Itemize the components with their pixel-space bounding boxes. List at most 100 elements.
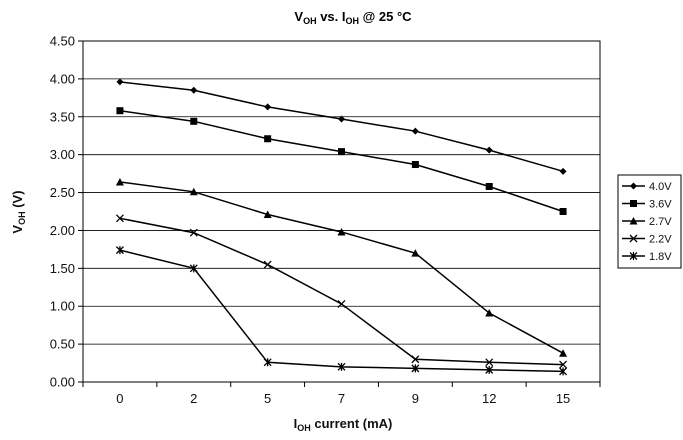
data-point-2-2v-shape	[263, 260, 272, 269]
x-axis-ticks: 0 2 5 7 9 12 15	[82, 382, 601, 406]
legend-item-2-7v: 2.7V	[622, 216, 672, 228]
x-tick-label: 2	[190, 391, 197, 406]
data-point-2-7v	[337, 227, 346, 236]
x-tick-label: 9	[412, 391, 419, 406]
plot-area	[82, 40, 601, 383]
series-line-4-0v	[119, 81, 564, 173]
legend-marker	[629, 252, 638, 260]
data-point-2-2v	[189, 228, 198, 237]
data-point-2-2v-shape	[485, 358, 494, 367]
legend-item-2-2v: 2.2V	[622, 234, 672, 246]
data-point-4-0v	[338, 115, 345, 123]
data-point-2-7v	[411, 249, 420, 257]
data-point-4-0v-shape	[559, 167, 567, 175]
data-point-3-6v-shape	[264, 135, 272, 143]
legend-item-3-6v: 3.6V	[622, 199, 672, 211]
data-point-3-6v	[116, 107, 124, 115]
data-point-2-7v-shape	[485, 309, 494, 317]
data-point-2-2v	[485, 358, 494, 367]
y-tick-label: 3.50	[50, 109, 75, 124]
data-point-2-7v	[115, 177, 124, 186]
data-point-4-0v	[190, 86, 198, 94]
data-point-1-8v-shape	[411, 364, 420, 373]
data-point-3-6v-shape	[411, 161, 419, 169]
y-tick-label: 3.00	[50, 147, 75, 162]
legend-marker-shape	[630, 200, 637, 207]
data-point-2-2v-shape	[189, 228, 198, 237]
data-point-2-2v	[337, 299, 346, 308]
chart-title-sub2: OH	[346, 16, 360, 26]
data-point-1-8v-shape	[337, 362, 346, 371]
x-tick-label: 7	[338, 391, 345, 406]
data-point-2-7v	[559, 349, 568, 357]
data-point-1-8v	[263, 358, 272, 367]
data-point-3-6v	[559, 208, 567, 215]
legend-label: 2.2V	[649, 234, 672, 246]
legend-label: 4.0V	[649, 181, 672, 193]
data-point-3-6v-shape	[559, 208, 567, 215]
series-line-2-7v	[119, 181, 564, 354]
series-line-2-2v	[119, 217, 564, 366]
data-point-4-0v	[264, 103, 272, 111]
data-point-3-6v-shape	[338, 148, 345, 156]
data-point-4-0v-shape	[264, 103, 272, 111]
data-point-2-2v	[411, 355, 420, 364]
legend-marker	[629, 234, 638, 243]
data-point-1-8v-shape	[485, 365, 494, 374]
legend-marker-shape	[630, 182, 637, 190]
data-point-3-6v	[190, 117, 198, 125]
data-point-2-2v-shape	[337, 299, 346, 308]
data-point-2-7v	[485, 309, 494, 317]
y-axis-ticks: 0.00 0.50 1.00 1.50 2.00 2.50 3.00 3.50 4.00 4.50	[50, 34, 83, 390]
legend-marker	[630, 200, 637, 207]
data-point-3-6v	[264, 135, 272, 143]
legend-item-1-8v: 1.8V	[622, 251, 672, 263]
chart-title: VOH vs. IOH @ 25 °C	[294, 9, 412, 26]
data-point-3-6v-shape	[190, 117, 198, 125]
x-axis-label-tail: current (mA)	[311, 416, 393, 431]
data-point-2-2v	[559, 360, 568, 369]
data-point-4-0v-shape	[190, 86, 198, 94]
y-axis-label-main: V	[10, 225, 25, 234]
data-point-1-8v-shape	[189, 264, 198, 273]
data-point-1-8v	[559, 367, 568, 376]
data-point-3-6v	[411, 161, 419, 169]
y-tick-label: 2.50	[50, 185, 75, 200]
data-point-1-8v	[337, 362, 346, 371]
legend-marker	[630, 182, 637, 190]
legend-marker-shape	[629, 217, 638, 225]
chart-title-sub1: OH	[303, 16, 317, 26]
series-line-3-6v	[119, 109, 564, 213]
legend: 4.0V 3.6V 2.7V 2.2V 1.8V	[622, 181, 672, 263]
legend-marker-shape	[629, 252, 638, 260]
data-point-1-8v-shape	[115, 246, 124, 255]
legend-marker	[629, 217, 638, 225]
data-point-3-6v	[485, 182, 493, 190]
x-tick-label: 0	[116, 391, 123, 406]
legend-marker-shape	[629, 234, 638, 243]
data-point-2-2v-shape	[559, 360, 568, 369]
data-point-1-8v	[485, 365, 494, 374]
data-point-4-0v-shape	[116, 78, 124, 86]
data-point-4-0v	[485, 146, 493, 154]
legend-label: 1.8V	[649, 251, 672, 263]
x-tick-label: 5	[264, 391, 271, 406]
series-group	[115, 78, 568, 376]
data-point-4-0v	[559, 167, 567, 175]
y-axis-label: VOH (V)	[10, 190, 27, 233]
data-point-2-7v-shape	[263, 210, 272, 219]
data-point-2-2v-shape	[411, 355, 420, 364]
chart-title-mid: vs. I	[317, 9, 346, 24]
data-point-4-0v	[116, 78, 124, 86]
data-point-3-6v-shape	[485, 182, 493, 190]
data-point-2-7v-shape	[411, 249, 420, 257]
y-tick-label: 4.50	[50, 34, 75, 49]
data-point-2-7v	[263, 210, 272, 219]
data-point-4-0v-shape	[411, 127, 419, 135]
data-point-1-8v	[189, 264, 198, 273]
data-point-2-2v-shape	[115, 214, 124, 223]
legend-item-4-0v: 4.0V	[622, 181, 672, 193]
y-axis-label-tail: (V)	[10, 190, 25, 211]
y-tick-label: 4.00	[50, 71, 75, 86]
